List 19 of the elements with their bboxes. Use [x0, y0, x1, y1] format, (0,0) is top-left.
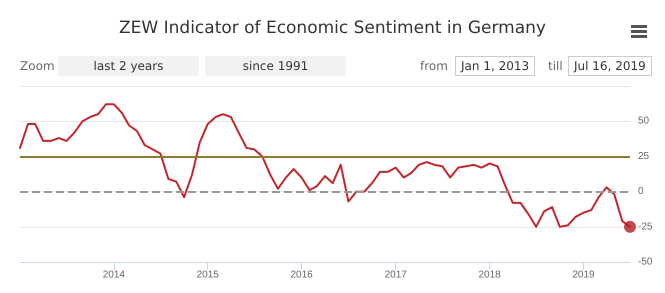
y-tick-label: 0	[638, 186, 644, 198]
chart-title: ZEW Indicator of Economic Sentiment in Germany	[118, 18, 547, 38]
text: last 2 years	[58, 56, 199, 76]
x-tick-label: 2017	[384, 270, 408, 280]
x-tick-label: 2016	[290, 270, 314, 280]
text: from	[420, 58, 448, 75]
x-tick-label: 2015	[196, 270, 220, 280]
y-tick-label: 50	[638, 116, 650, 127]
y-tick-label: 25	[638, 150, 650, 162]
text: till	[548, 58, 563, 75]
x-tick-label: 2019	[572, 270, 596, 280]
text: Jan 1, 2013	[455, 56, 536, 76]
y-tick-label: -50	[638, 256, 653, 268]
text: Zoom	[20, 58, 55, 75]
text: since 1991	[205, 56, 346, 76]
y-tick-label: -25	[638, 221, 653, 232]
text: Jul 16, 2019	[568, 56, 652, 76]
x-tick-label: 2014	[102, 270, 126, 280]
x-tick-label: 2018	[478, 270, 502, 280]
